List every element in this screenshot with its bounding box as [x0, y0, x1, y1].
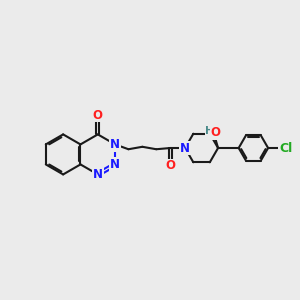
Text: N: N — [110, 158, 120, 171]
Text: Cl: Cl — [279, 142, 292, 154]
Text: N: N — [180, 142, 190, 154]
Text: O: O — [165, 160, 176, 172]
Text: N: N — [93, 168, 103, 181]
Text: H: H — [205, 126, 214, 136]
Text: O: O — [93, 109, 103, 122]
Text: O: O — [210, 126, 220, 139]
Text: N: N — [110, 138, 120, 151]
